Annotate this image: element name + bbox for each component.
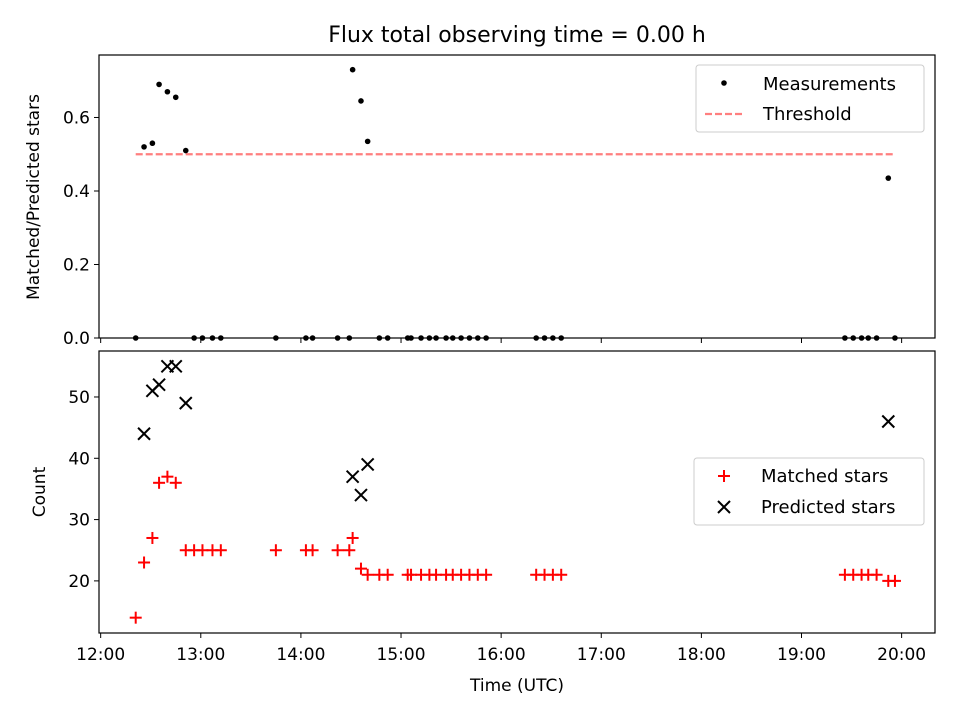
count-y-tick-label: 40: [68, 449, 90, 469]
predicted-star-point: [345, 469, 360, 484]
measurement-point: [172, 94, 179, 101]
legend-matched-label: Matched stars: [761, 466, 888, 487]
count-x-tick-label: 14:00: [276, 645, 325, 665]
measurement-point: [164, 88, 171, 95]
count-x-tick-label: 18:00: [677, 645, 726, 665]
legend-matched-marker: [718, 470, 730, 482]
matched-star-point: [196, 544, 209, 557]
ratio-y-tick-label: 0.4: [63, 182, 90, 202]
measurement-point: [149, 140, 156, 147]
matched-star-point: [161, 470, 174, 483]
ratio-legend-frame: [695, 64, 925, 133]
matched-star-point: [381, 568, 394, 581]
matched-star-point: [346, 531, 359, 544]
count-x-tick-label: 13:00: [176, 645, 225, 665]
measurement-point: [141, 144, 147, 150]
count-x-axis-label: Time (UTC): [469, 676, 564, 696]
matched-star-point: [888, 574, 901, 587]
matched-star-point: [361, 568, 374, 581]
count-y-axis: 20 30 40 50: [68, 388, 99, 592]
ratio-y-tick-label: 0.6: [63, 108, 90, 128]
measurement-point: [358, 98, 364, 104]
matched-star-point: [306, 544, 319, 557]
matched-star-point: [480, 568, 493, 581]
measurement-point: [885, 175, 892, 181]
matched-star-point: [214, 544, 227, 557]
count-x-tick-label: 15:00: [377, 645, 426, 665]
figure-title: Flux total observing time = 0.00 h: [328, 23, 706, 48]
matched-star-point: [354, 562, 367, 575]
matched-star-point: [331, 544, 344, 557]
predicted-star-point: [152, 378, 166, 392]
count-legend-frame: [693, 457, 925, 526]
count-x-tick-label: 12:00: [76, 645, 125, 665]
matched-star-point: [138, 556, 151, 569]
count-y-axis-label: Count: [30, 466, 50, 517]
matched-star-point: [129, 611, 142, 624]
ratio-x-ticks: [100, 338, 903, 343]
ratio-y-tick-label: 0.2: [63, 255, 90, 275]
count-legend: Matched stars Predicted stars: [693, 457, 925, 526]
matched-star-point: [555, 568, 568, 581]
ratio-legend: Measurements Threshold: [695, 64, 925, 133]
ratio-plot-frame: [98, 54, 936, 339]
matched-star-point: [430, 568, 443, 581]
ratio-y-axis-label: Matched/Predicted stars: [24, 94, 44, 300]
measurement-point: [364, 138, 371, 145]
matched-star-point: [146, 531, 159, 544]
matched-star-point: [405, 568, 418, 581]
measurement-point: [349, 66, 356, 73]
legend-threshold-label: Threshold: [762, 104, 852, 125]
count-x-axis: 12:00 13:00 14:00 15:00 16:00 17:00 18:00 19:00…: [76, 633, 926, 665]
legend-predicted-marker: [717, 500, 731, 514]
measurement-point: [156, 81, 162, 88]
count-x-tick-label: 19:00: [777, 645, 826, 665]
count-plot-frame: [98, 350, 936, 634]
count-x-tick-label: 20:00: [877, 645, 926, 665]
count-y-tick-label: 30: [68, 511, 90, 531]
legend-predicted-label: Predicted stars: [761, 497, 895, 518]
matched-star-point: [343, 544, 356, 557]
predicted-star-point: [360, 457, 375, 472]
predicted-star-point: [179, 396, 193, 410]
matched-star-point: [153, 476, 166, 489]
ratio-y-axis: 0.0 0.2 0.4 0.6: [63, 108, 99, 349]
legend-measurements-marker: [721, 80, 727, 86]
predicted-star-point: [137, 427, 151, 441]
predicted-star-point: [354, 488, 368, 502]
count-y-tick-label: 20: [68, 572, 90, 592]
count-x-tick-label: 17:00: [577, 645, 626, 665]
ratio-y-tick-label: 0.0: [63, 329, 90, 349]
matched-star-point: [269, 544, 282, 557]
matched-star-point: [169, 476, 182, 489]
ratio-panel: 0.0 0.2 0.4 0.6 Matched/Predicted stars Mea…: [24, 54, 936, 349]
predicted-star-point: [169, 359, 183, 374]
predicted-star-point: [881, 414, 895, 429]
count-x-tick-label: 16:00: [477, 645, 526, 665]
count-y-tick-label: 50: [68, 388, 90, 408]
matched-star-point: [870, 568, 883, 581]
legend-measurements-label: Measurements: [763, 74, 896, 95]
measurement-point: [182, 147, 189, 154]
